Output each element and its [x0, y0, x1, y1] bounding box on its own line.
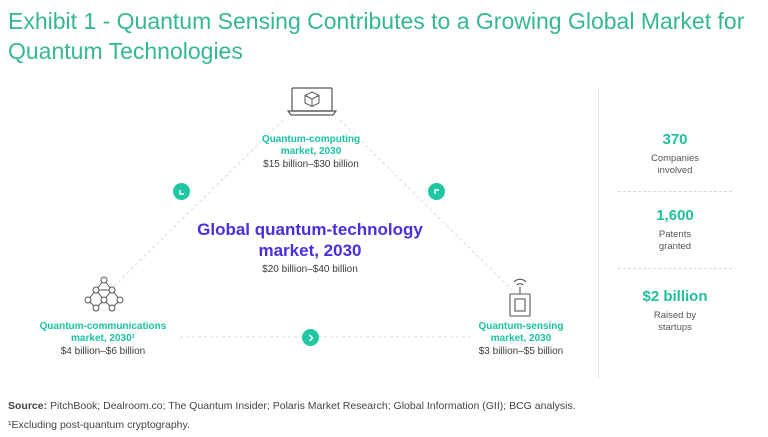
- computing-title-line2: market, 2030: [280, 146, 342, 157]
- global-market-title-line2: market, 2030: [258, 241, 362, 260]
- stat-funding: $2 billion Raised by startups: [618, 288, 732, 334]
- stat-companies-label-line1: Companies: [650, 153, 700, 164]
- sensing-title-line2: market, 2030: [490, 333, 552, 344]
- communications-market-label: Quantum-communications market, 2030¹ $4 …: [28, 321, 178, 358]
- communications-title-line2: market, 2030¹: [71, 333, 135, 344]
- laptop-cube-icon: [286, 86, 338, 123]
- computing-value: $15 billion–$30 billion: [263, 159, 359, 170]
- stat-funding-label-line1: Raised by: [653, 310, 697, 321]
- source-note: Source: PitchBook; Dealroom.co; The Quan…: [8, 400, 576, 412]
- stat-companies-number: 370: [662, 131, 688, 148]
- stat-funding-number: $2 billion: [642, 288, 708, 305]
- computing-market-label: Quantum-computing market, 2030 $15 billi…: [236, 134, 386, 171]
- stat-companies: 370 Companies involved: [618, 131, 732, 177]
- stat-patents-number: 1,600: [656, 207, 694, 224]
- stat-patents-label-line2: granted: [658, 241, 692, 252]
- computing-title-line1: Quantum-computing: [261, 134, 361, 145]
- global-market-value: $20 billion–$40 billion: [262, 264, 358, 275]
- communications-value: $4 billion–$6 billion: [60, 346, 146, 357]
- exhibit-title: Exhibit 1 - Quantum Sensing Contributes …: [8, 8, 745, 64]
- communications-title-line1: Quantum-communications: [39, 321, 167, 332]
- sensor-device-icon: [507, 274, 533, 323]
- stat-patents-label-line1: Patents: [658, 229, 692, 240]
- network-nodes-icon: [84, 276, 124, 317]
- arrow-ne-icon: [173, 183, 190, 200]
- sensing-title-line1: Quantum-sensing: [478, 321, 564, 332]
- arrow-right-icon: [302, 329, 319, 346]
- stat-patents: 1,600 Patents granted: [618, 207, 732, 253]
- sensing-value: $3 billion–$5 billion: [478, 346, 564, 357]
- source-label: Source:: [8, 400, 48, 412]
- source-text: PitchBook; Dealroom.co; The Quantum Insi…: [47, 400, 576, 412]
- stat-companies-label-line2: involved: [657, 165, 693, 176]
- footnote: ¹Excluding post-quantum cryptography.: [8, 419, 190, 431]
- global-market-title: Global quantum-technology market, 2030: [185, 219, 435, 261]
- stat-separator: [618, 191, 732, 192]
- global-market-title-line1: Global quantum-technology: [197, 220, 423, 239]
- arrow-nw-icon: [428, 183, 445, 200]
- sensing-market-label: Quantum-sensing market, 2030 $3 billion–…: [446, 321, 596, 358]
- stat-funding-label-line2: startups: [658, 322, 692, 333]
- stat-separator: [618, 268, 732, 269]
- stats-divider: [598, 88, 599, 378]
